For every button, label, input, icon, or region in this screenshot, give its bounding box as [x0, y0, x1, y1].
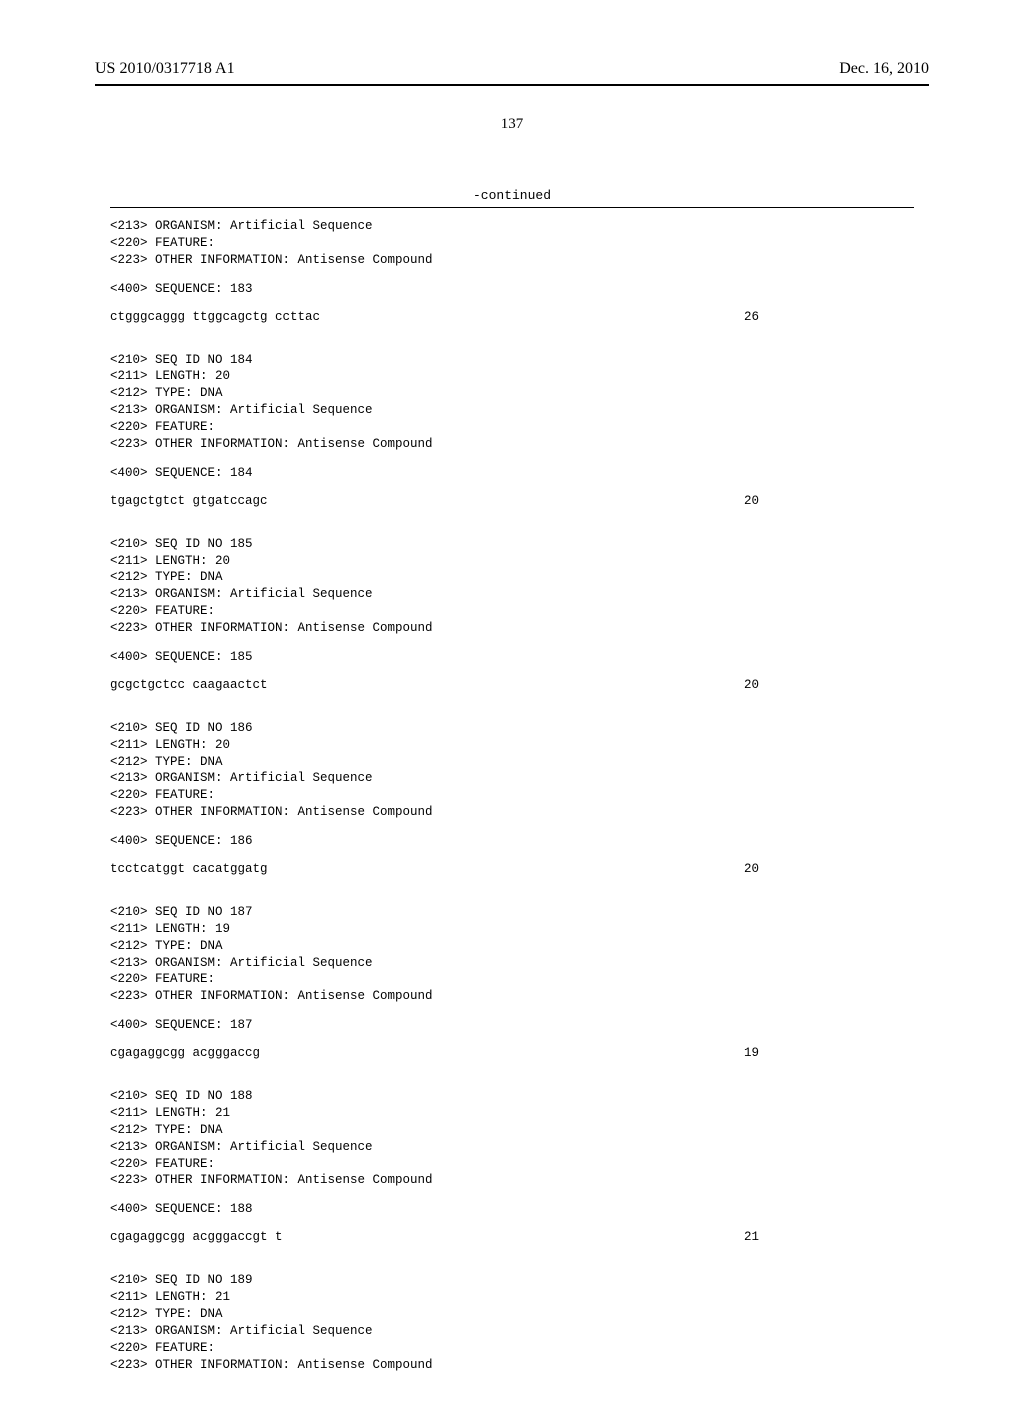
- seq-metadata: <210> SEQ ID NO 188 <211> LENGTH: 21 <21…: [95, 1088, 929, 1189]
- sequence-row: gcgctgctcc caagaactct 20: [95, 678, 929, 692]
- seq-metadata: <210> SEQ ID NO 187 <211> LENGTH: 19 <21…: [95, 904, 929, 1005]
- sequence-row: cgagaggcgg acgggaccg 19: [95, 1046, 929, 1060]
- sequence-text: tcctcatggt cacatggatg: [110, 862, 268, 876]
- sequence-text: tgagctgtct gtgatccagc: [110, 494, 268, 508]
- sequence-text: cgagaggcgg acgggaccg: [110, 1046, 260, 1060]
- seq-header: <400> SEQUENCE: 183: [95, 281, 929, 298]
- spacer: [95, 821, 929, 833]
- content-rule: [110, 207, 914, 208]
- seq-metadata: <210> SEQ ID NO 189 <211> LENGTH: 21 <21…: [95, 1272, 929, 1373]
- seq-header: <400> SEQUENCE: 188: [95, 1201, 929, 1218]
- seq-metadata: <210> SEQ ID NO 184 <211> LENGTH: 20 <21…: [95, 352, 929, 453]
- sequence-text: ctgggcaggg ttggcagctg ccttac: [110, 310, 320, 324]
- seq-header: <400> SEQUENCE: 187: [95, 1017, 929, 1034]
- seq-header: <400> SEQUENCE: 186: [95, 833, 929, 850]
- sequence-text: cgagaggcgg acgggaccgt t: [110, 1230, 283, 1244]
- seq-header: <400> SEQUENCE: 185: [95, 649, 929, 666]
- sequence-row: cgagaggcgg acgggaccgt t 21: [95, 1230, 929, 1244]
- seq-metadata: <210> SEQ ID NO 186 <211> LENGTH: 20 <21…: [95, 720, 929, 821]
- sequence-text: gcgctgctcc caagaactct: [110, 678, 268, 692]
- seq-metadata: <210> SEQ ID NO 185 <211> LENGTH: 20 <21…: [95, 536, 929, 637]
- page-header: US 2010/0317718 A1 Dec. 16, 2010: [95, 60, 929, 78]
- spacer: [95, 637, 929, 649]
- seq-header: <400> SEQUENCE: 184: [95, 465, 929, 482]
- sequence-row: tcctcatggt cacatggatg 20: [95, 862, 929, 876]
- publication-date: Dec. 16, 2010: [839, 60, 929, 78]
- sequence-length: 20: [744, 494, 914, 508]
- header-rule: [95, 84, 929, 86]
- spacer: [95, 1189, 929, 1201]
- spacer: [95, 269, 929, 281]
- seq-metadata: <213> ORGANISM: Artificial Sequence <220…: [95, 218, 929, 269]
- sequence-length: 20: [744, 678, 914, 692]
- publication-number: US 2010/0317718 A1: [95, 60, 235, 78]
- page-number: 137: [95, 116, 929, 133]
- patent-page: US 2010/0317718 A1 Dec. 16, 2010 137 -co…: [0, 0, 1024, 1413]
- sequence-length: 21: [744, 1230, 914, 1244]
- sequence-row: ctgggcaggg ttggcagctg ccttac 26: [95, 310, 929, 324]
- spacer: [95, 453, 929, 465]
- sequence-length: 26: [744, 310, 914, 324]
- sequence-listing: <213> ORGANISM: Artificial Sequence <220…: [95, 218, 929, 1373]
- spacer: [95, 1005, 929, 1017]
- sequence-row: tgagctgtct gtgatccagc 20: [95, 494, 929, 508]
- sequence-length: 19: [744, 1046, 914, 1060]
- sequence-length: 20: [744, 862, 914, 876]
- continued-label: -continued: [95, 188, 929, 203]
